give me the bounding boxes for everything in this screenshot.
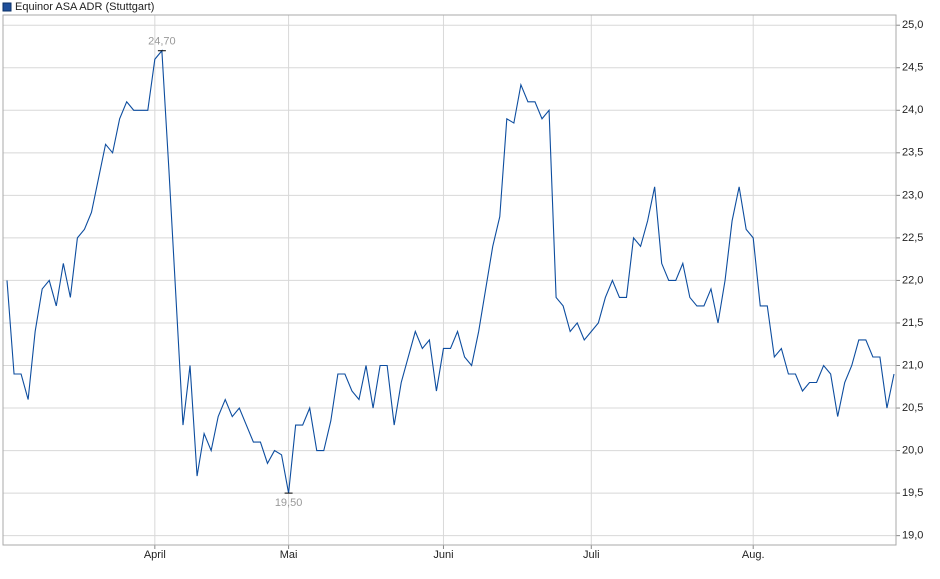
y-tick-label: 21,0 <box>902 359 923 371</box>
x-tick-label: Aug. <box>742 549 765 561</box>
legend-swatch <box>2 2 12 12</box>
value-label: 24,70 <box>148 36 176 48</box>
y-tick-label: 25,0 <box>902 19 923 31</box>
price-line <box>6 49 895 494</box>
y-tick-label: 24,0 <box>902 104 923 116</box>
y-tick-label: 20,0 <box>902 444 923 456</box>
y-tick-label: 20,5 <box>902 402 923 414</box>
x-tick-label: April <box>144 549 166 561</box>
x-tick-label: Juli <box>583 549 600 561</box>
y-tick-label: 24,5 <box>902 62 923 74</box>
y-tick-label: 23,0 <box>902 189 923 201</box>
x-tick-label: Juni <box>433 549 453 561</box>
y-tick-label: 19,0 <box>902 530 923 542</box>
y-tick-label: 23,5 <box>902 147 923 159</box>
legend-label: Equinor ASA ADR (Stuttgart) <box>15 1 154 13</box>
plot-frame <box>2 14 897 546</box>
value-label: 19,50 <box>275 497 303 509</box>
y-tick-label: 19,5 <box>902 487 923 499</box>
y-tick-label: 21,5 <box>902 317 923 329</box>
y-tick-label: 22,0 <box>902 274 923 286</box>
y-tick-label: 22,5 <box>902 232 923 244</box>
x-tick-label: Mai <box>280 549 298 561</box>
